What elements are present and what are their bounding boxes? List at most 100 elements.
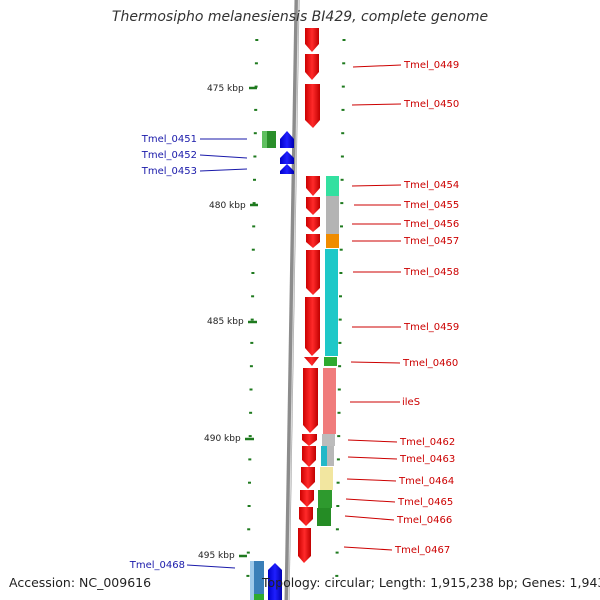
ruler-label-490: 490 kbp [204,434,241,444]
ruler: 475 kbp 480 kbp 485 kbp 490 kbp 495 kbp [198,84,258,561]
gene-arrow[interactable] [303,368,318,433]
ruler-tick [249,411,253,414]
gene-arrow[interactable] [305,297,320,356]
gene-label-tmel-0455[interactable]: Tmel_0455 [403,200,459,211]
ruler-tick [339,248,343,251]
gene-arrow[interactable] [306,217,320,232]
ruler-tick [336,505,340,507]
ruler-tick [251,248,255,251]
ruler-tick [250,318,254,321]
ruler-tick [254,62,258,65]
gene-arrow[interactable] [306,250,320,295]
gene-arrow[interactable] [305,28,319,52]
forward-strand-genes [250,131,294,600]
gene-label-tmel-0466[interactable]: Tmel_0466 [396,515,452,526]
ruler-tick [254,108,258,111]
ruler-tick [335,574,339,577]
topology-text: Topology: circular; Length: 1,915,238 bp… [262,575,600,590]
ruler-tick [252,202,256,205]
ruler-tick [340,155,344,158]
gene-label-tmel-0450[interactable]: Tmel_0450 [403,99,459,110]
ruler-tick [335,528,339,531]
gene-label-tmel-0451[interactable]: Tmel_0451 [141,134,197,145]
ruler-label-495: 495 kbp [198,551,235,561]
ruler-tick [335,551,339,554]
reverse-strand-genes [298,28,320,563]
ruler-tick [342,62,346,65]
genome-backbone [284,0,300,600]
ruler-tick [339,272,343,274]
ruler-tick [250,341,254,344]
gene-arrow[interactable] [305,54,319,80]
ruler-tick [253,155,257,158]
ruler-tick [247,528,251,531]
ruler-tick [253,178,256,181]
ruler-tick [338,341,342,344]
gene-arrow[interactable] [280,131,294,148]
map-title: Thermosipho melanesiensis BI429, complet… [111,9,489,25]
gene-arrow[interactable] [299,507,313,526]
gene-label-iles[interactable]: ileS [402,397,420,408]
ruler-tick [252,225,256,228]
ruler-tick [248,458,252,461]
ruler-tick [336,458,340,461]
ruler-tick [340,202,344,205]
ruler-tick [342,39,346,41]
ruler-tick [247,505,251,507]
ruler-tick [340,225,343,228]
ruler-tick [246,574,250,577]
gene-arrow[interactable] [280,151,294,164]
ruler-tick [248,481,251,484]
gene-label-tmel-0465[interactable]: Tmel_0465 [397,497,453,508]
ruler-tick [337,388,341,391]
ruler-tick [337,435,341,438]
gene-arrow[interactable] [305,84,320,128]
gene-arrow[interactable] [268,563,282,600]
ruler-tick [341,85,345,88]
ruler-tick [254,85,258,88]
ruler-tick [336,481,340,484]
ruler-tick [338,365,342,368]
ruler-tick [341,108,345,111]
gene-label-tmel-0456[interactable]: Tmel_0456 [403,219,459,230]
gene-arrow[interactable] [306,197,320,215]
gene-label-tmel-0454[interactable]: Tmel_0454 [403,180,459,191]
ruler-tick [255,39,259,41]
gene-label-tmel-0459[interactable]: Tmel_0459 [403,322,459,333]
gene-label-tmel-0452[interactable]: Tmel_0452 [141,150,197,161]
ruler-ticks [246,39,346,577]
ruler-tick [246,551,250,554]
gene-arrow[interactable] [300,490,314,507]
cog-category-bars [317,176,339,526]
gene-arrow[interactable] [298,528,311,563]
gene-label-tmel-0467[interactable]: Tmel_0467 [394,545,450,556]
ruler-tick [338,318,342,321]
gene-arrow[interactable] [306,176,320,196]
ruler-tick [251,272,255,274]
gene-label-tmel-0457[interactable]: Tmel_0457 [403,236,459,247]
gene-arrow[interactable] [302,434,317,446]
ruler-label-475: 475 kbp [207,84,244,94]
ruler-tick [339,295,342,298]
gene-label-tmel-0462[interactable]: Tmel_0462 [399,437,455,448]
gene-label-tmel-0468[interactable]: Tmel_0468 [129,560,185,571]
gene-arrow[interactable] [280,164,294,174]
gene-label-tmel-0464[interactable]: Tmel_0464 [398,476,454,487]
gene-label-tmel-0463[interactable]: Tmel_0463 [399,454,455,465]
gene-arrow[interactable] [301,467,315,489]
gene-arrow[interactable] [306,234,320,248]
gene-label-tmel-0453[interactable]: Tmel_0453 [141,166,197,177]
ruler-tick [337,411,341,414]
ruler-tick [249,365,253,368]
gene-label-tmel-0449[interactable]: Tmel_0449 [403,60,459,71]
gene-arrow[interactable] [304,357,319,366]
ruler-tick [251,295,255,298]
ruler-tick [248,435,252,438]
gene-label-tmel-0458[interactable]: Tmel_0458 [403,267,459,278]
ruler-label-485: 485 kbp [207,317,244,327]
gene-label-tmel-0460[interactable]: Tmel_0460 [402,358,458,369]
ruler-tick [341,132,345,135]
accession-text: Accession: NC_009616 [9,575,152,590]
gene-arrow[interactable] [302,446,316,467]
